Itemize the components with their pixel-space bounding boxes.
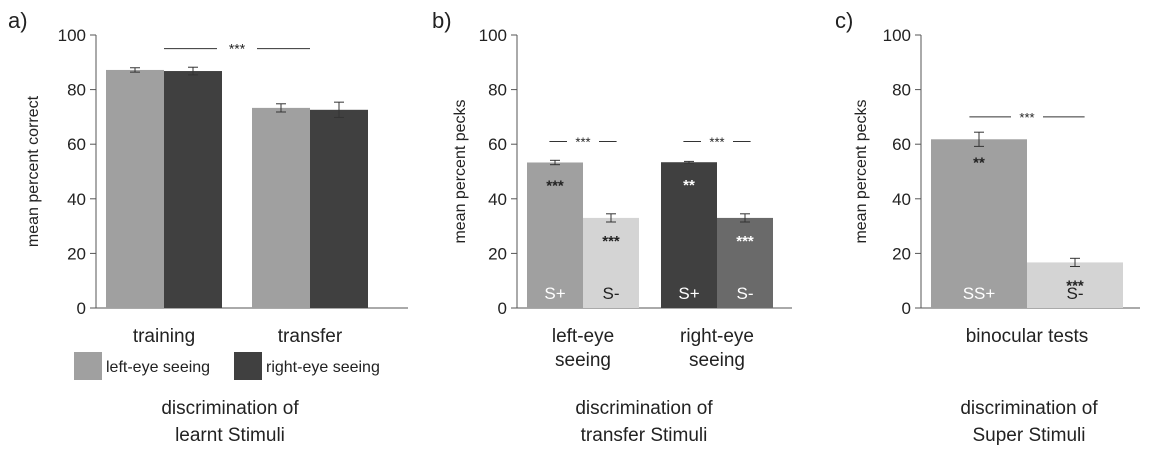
panel-caption: discrimination of [575,398,713,419]
x-tick-label: binocular tests [966,326,1089,347]
bar [717,217,773,308]
significance-label: *** [1019,110,1034,125]
panel-caption: discrimination of [960,398,1098,419]
legend-label: left-eye seeing [106,359,210,376]
y-tick-label: 40 [67,190,86,209]
x-tick-label: seeing [689,350,745,371]
y-tick-label: 60 [892,135,911,154]
panel-caption: transfer Stimuli [581,425,708,446]
significance-label: *** [709,134,724,149]
x-tick-label: training [133,326,195,347]
y-tick-label: 20 [67,244,86,263]
panel-label: b) [432,8,452,33]
bar [310,109,368,308]
y-tick-label: 20 [892,244,911,263]
y-tick-label: 20 [488,244,507,263]
legend-swatch [74,352,102,380]
y-tick-label: 80 [488,81,507,100]
y-tick-label: 0 [902,299,911,318]
y-tick-label: 100 [883,26,911,45]
y-tick-label: 100 [58,26,86,45]
legend-label: right-eye seeing [266,359,380,376]
y-tick-label: 0 [498,299,507,318]
bar [164,71,222,308]
y-tick-label: 80 [67,81,86,100]
bar [931,139,1027,308]
bar-significance-stars: ** [973,154,985,171]
x-tick-label: transfer [278,326,343,347]
y-tick-label: 100 [479,26,507,45]
y-tick-label: 80 [892,81,911,100]
legend-swatch [234,352,262,380]
x-tick-label: seeing [555,350,611,371]
bar-significance-stars: *** [736,233,754,250]
y-axis-label: mean percent correct [25,95,42,247]
panel-label: a) [8,8,28,33]
significance-label: *** [575,134,590,149]
bar [1027,262,1123,308]
panel-caption: Super Stimuli [973,425,1086,446]
bar-significance-stars: *** [1066,277,1084,294]
x-tick-label: right-eye [680,326,754,347]
bar [583,217,639,308]
bar-significance-stars: *** [546,177,564,194]
bar-significance-stars: ** [683,177,695,194]
bar [106,69,164,308]
bar-inner-label: S- [737,284,754,303]
bar [661,162,717,308]
x-tick-label: left-eye [552,326,614,347]
panel-label: c) [835,8,853,33]
bar [527,162,583,308]
bar-inner-label: S+ [678,284,699,303]
y-axis-label: mean percent pecks [853,99,870,243]
y-tick-label: 0 [77,299,86,318]
y-tick-label: 40 [488,190,507,209]
bar-inner-label: S- [603,284,620,303]
bar-inner-label: S- [1067,284,1084,303]
bar-significance-stars: *** [602,233,620,250]
bar [252,107,310,309]
panel-caption: learnt Stimuli [175,425,285,446]
significance-label: *** [229,41,246,57]
y-axis-label: mean percent pecks [452,99,469,243]
panel-caption: discrimination of [161,398,299,419]
bar-inner-label: S+ [544,284,565,303]
y-tick-label: 60 [67,135,86,154]
y-tick-label: 40 [892,190,911,209]
bar-inner-label: SS+ [963,284,996,303]
y-tick-label: 60 [488,135,507,154]
